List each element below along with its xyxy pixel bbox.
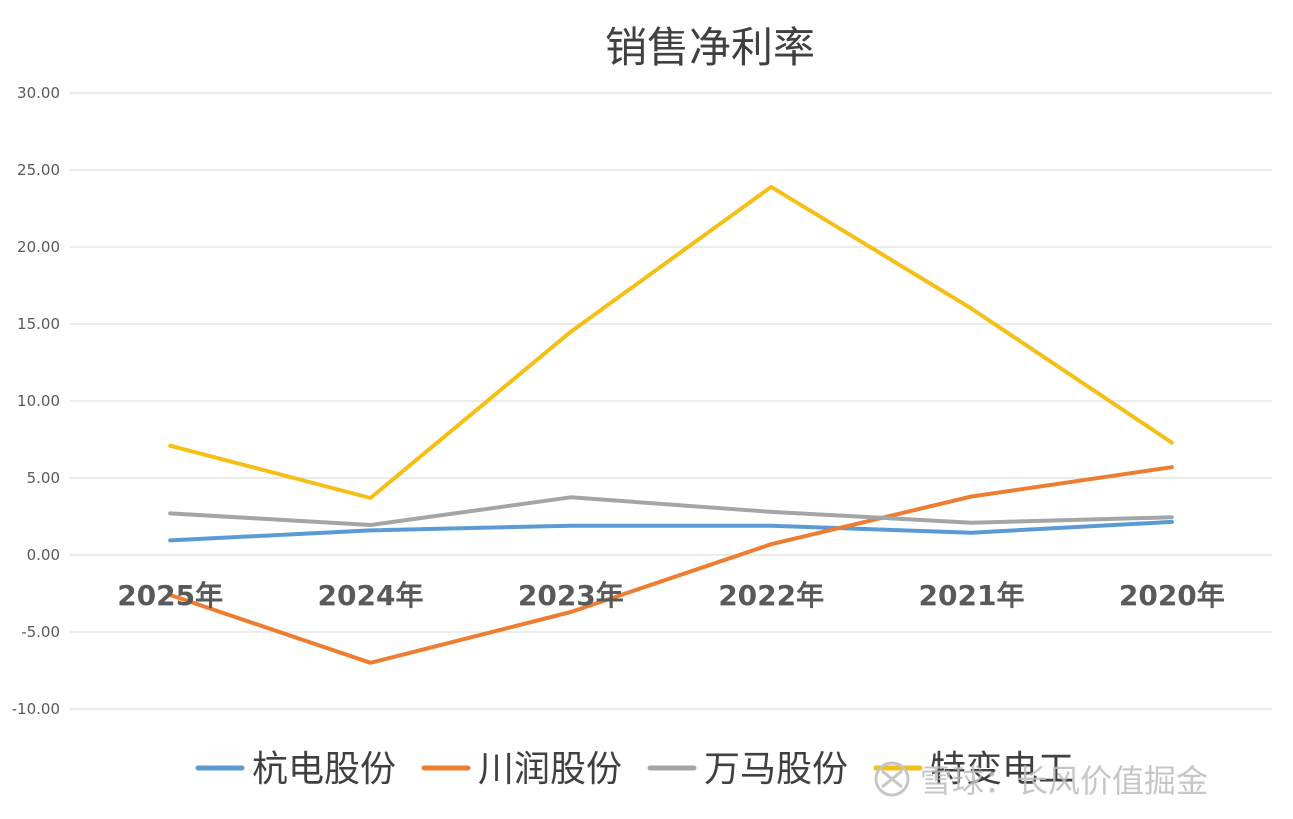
- legend-item: 特变电工: [873, 749, 1074, 790]
- legend: 杭电股份 川润股份 万马股份 特变电工: [195, 749, 1074, 790]
- y-tick-label: -5.00: [21, 623, 60, 641]
- x-tick-label: 2020年: [1119, 579, 1225, 612]
- legend-label: 杭电股份: [252, 749, 396, 790]
- y-tick-label: 10.00: [17, 392, 60, 410]
- y-tick-label: 5.00: [27, 469, 60, 487]
- y-tick-label: -10.00: [12, 700, 60, 718]
- x-tick-label: 2024年: [318, 579, 424, 612]
- watermark-text: 雪球：长风价值掘金: [920, 762, 1208, 800]
- series-line: [168, 519, 1174, 543]
- series-line: [168, 495, 1174, 527]
- y-tick-label: 0.00: [27, 546, 60, 564]
- legend-label: 特变电工: [930, 749, 1074, 790]
- x-tick-label: 2023年: [518, 579, 624, 612]
- chart-title: 销售净利率: [605, 23, 815, 72]
- y-tick-label: 30.00: [17, 84, 60, 102]
- legend-item: 万马股份: [647, 749, 848, 790]
- y-tick-label: 15.00: [17, 315, 60, 333]
- legend-item: 杭电股份: [195, 749, 396, 790]
- series-lines: [168, 184, 1174, 665]
- series-line: [168, 184, 1174, 500]
- legend-label: 万马股份: [704, 749, 848, 790]
- grid: [70, 92, 1272, 710]
- x-axis-ticks: 2025年 2024年 2023年 2022年 2021年 2020年: [117, 579, 1225, 612]
- y-tick-label: 25.00: [17, 161, 60, 179]
- x-tick-label: 2021年: [919, 579, 1025, 612]
- x-tick-label: 2025年: [117, 579, 223, 612]
- legend-label: 川润股份: [478, 749, 622, 790]
- series-line: [168, 465, 1174, 665]
- watermark: 雪球：长风价值掘金: [874, 761, 1208, 800]
- y-tick-label: 20.00: [17, 238, 60, 256]
- snowball-logo-icon: [874, 761, 910, 797]
- y-axis-ticks: 30.00 25.00 20.00 15.00 10.00 5.00 0.00 -5.00 -1…: [12, 84, 60, 718]
- x-tick-label: 2022年: [718, 579, 824, 612]
- legend-item: 川润股份: [421, 749, 622, 790]
